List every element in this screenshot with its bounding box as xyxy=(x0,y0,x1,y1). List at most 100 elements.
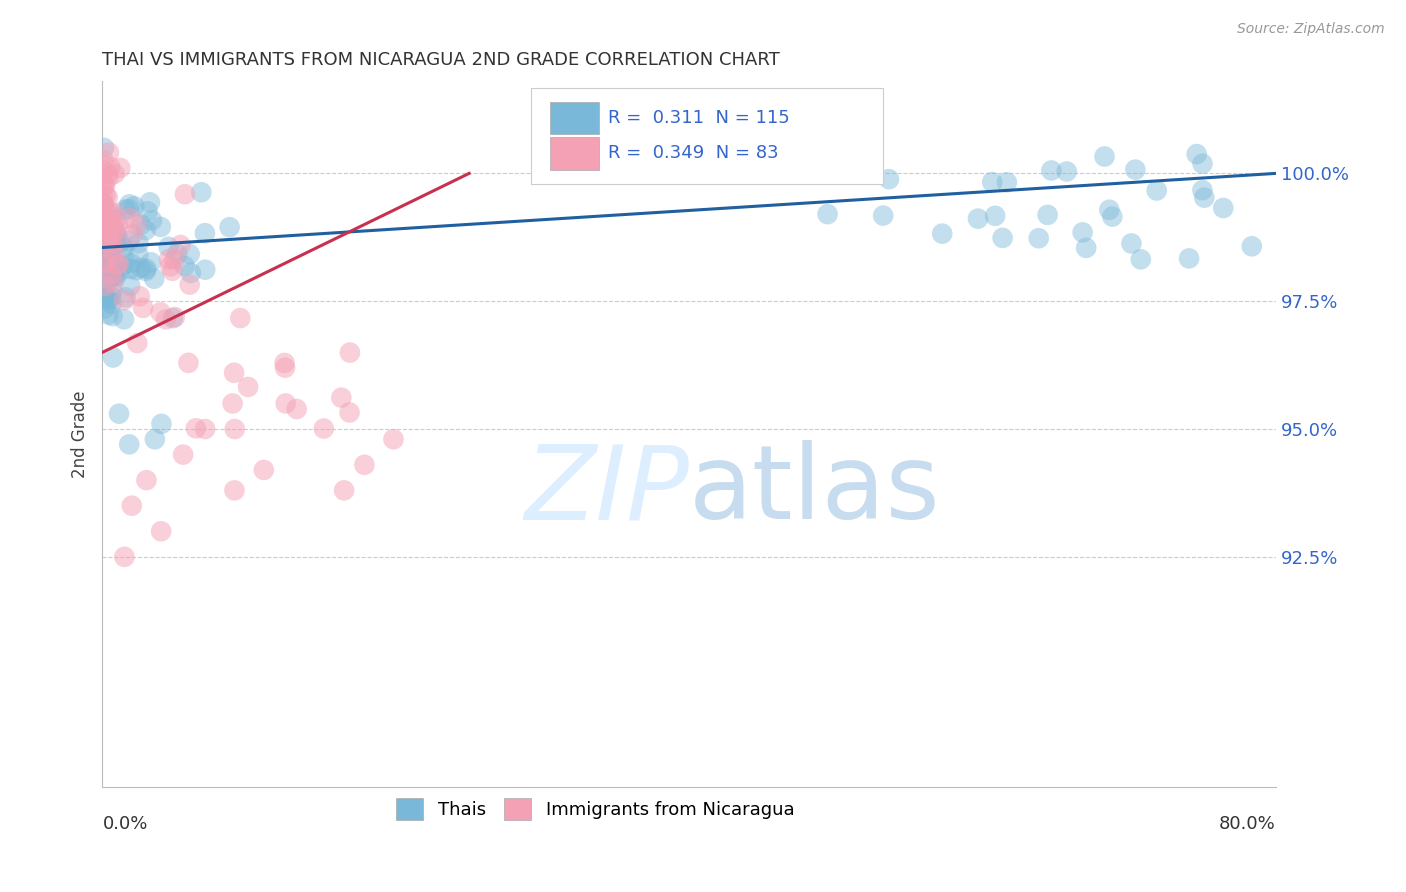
Point xyxy=(98,236,121,251)
Point xyxy=(103,256,125,270)
Point xyxy=(1194,191,1216,205)
Point xyxy=(104,235,127,250)
Point xyxy=(91,163,114,178)
Point xyxy=(97,219,120,234)
Point xyxy=(101,223,124,237)
Point xyxy=(104,269,127,284)
Point xyxy=(104,227,127,241)
Text: atlas: atlas xyxy=(689,440,941,541)
Point xyxy=(103,276,125,290)
Point xyxy=(155,312,177,326)
Point xyxy=(108,264,131,278)
Point xyxy=(285,402,308,417)
Point xyxy=(221,396,243,410)
Point xyxy=(97,271,120,285)
Point xyxy=(93,252,115,266)
Point xyxy=(101,232,124,246)
Text: THAI VS IMMIGRANTS FROM NICARAGUA 2ND GRADE CORRELATION CHART: THAI VS IMMIGRANTS FROM NICARAGUA 2ND GR… xyxy=(103,51,780,69)
Point xyxy=(96,260,118,274)
Point xyxy=(121,227,143,242)
Point xyxy=(1191,183,1213,197)
Point xyxy=(97,215,120,229)
Point xyxy=(149,219,172,234)
Point xyxy=(101,351,124,365)
Point xyxy=(120,256,142,270)
Point xyxy=(100,297,122,311)
Point xyxy=(93,197,115,211)
Point xyxy=(93,197,115,211)
Point xyxy=(872,209,894,223)
Text: 80.0%: 80.0% xyxy=(1219,815,1277,833)
Point xyxy=(1071,226,1094,240)
Point xyxy=(229,311,252,326)
Point xyxy=(159,260,181,274)
Point xyxy=(97,308,120,322)
Point xyxy=(162,311,184,326)
Point xyxy=(101,285,124,299)
Point xyxy=(101,218,124,232)
Point xyxy=(817,207,839,221)
Point xyxy=(107,257,129,271)
Point xyxy=(94,278,117,293)
Point xyxy=(1191,157,1213,171)
Point xyxy=(149,305,172,319)
Point xyxy=(101,263,124,277)
Point xyxy=(339,345,361,359)
Point xyxy=(150,524,173,539)
Point xyxy=(94,216,117,230)
Point xyxy=(97,233,120,247)
Point xyxy=(177,356,200,370)
Point xyxy=(125,218,148,232)
Point xyxy=(93,289,115,303)
Point xyxy=(127,248,149,262)
Point xyxy=(103,268,125,282)
FancyBboxPatch shape xyxy=(550,102,599,135)
Point xyxy=(984,209,1007,223)
Point xyxy=(112,241,135,255)
Point xyxy=(100,208,122,222)
Point xyxy=(103,268,125,283)
Point xyxy=(112,252,135,266)
Point xyxy=(105,212,128,227)
Point xyxy=(111,259,134,273)
Point xyxy=(1098,202,1121,217)
Point xyxy=(118,261,141,276)
Point xyxy=(353,458,375,472)
Point xyxy=(333,483,356,498)
Point xyxy=(190,186,212,200)
Point xyxy=(135,264,157,278)
Point xyxy=(94,188,117,202)
Point xyxy=(124,199,146,213)
Point xyxy=(103,236,125,251)
Point xyxy=(112,293,135,307)
Point xyxy=(157,252,180,266)
Point xyxy=(135,261,157,276)
Point xyxy=(143,432,166,446)
Point xyxy=(94,220,117,235)
Point xyxy=(1036,208,1059,222)
Point xyxy=(1121,236,1143,251)
Point xyxy=(274,360,297,375)
Point xyxy=(339,405,361,419)
Point xyxy=(991,231,1014,245)
Point xyxy=(97,170,120,185)
Point xyxy=(93,178,115,193)
Point xyxy=(96,207,118,221)
Point xyxy=(312,421,335,435)
Point xyxy=(981,175,1004,189)
Point xyxy=(128,289,150,303)
Point xyxy=(103,246,125,260)
Point xyxy=(1040,163,1063,178)
Point xyxy=(1178,252,1201,266)
Point xyxy=(97,232,120,246)
Point xyxy=(274,396,297,410)
Point xyxy=(184,421,207,435)
Point xyxy=(121,499,143,513)
Point xyxy=(382,432,405,446)
Point xyxy=(118,437,141,451)
Point xyxy=(120,279,142,293)
Point xyxy=(118,234,141,248)
Point xyxy=(179,247,201,261)
Text: ZIP: ZIP xyxy=(524,441,689,541)
Point xyxy=(150,417,173,431)
